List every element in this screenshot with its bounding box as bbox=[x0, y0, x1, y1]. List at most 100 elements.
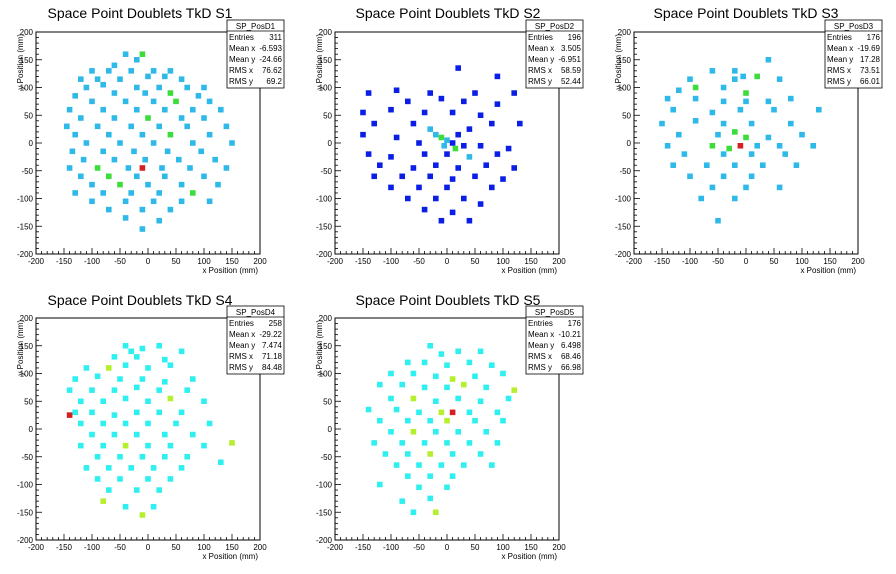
data-bin bbox=[223, 165, 230, 171]
stats-value-rms-x: 76.62 bbox=[262, 66, 283, 75]
data-bin bbox=[388, 370, 394, 377]
data-bin bbox=[494, 73, 501, 80]
data-bin bbox=[393, 462, 400, 468]
data-bin bbox=[737, 143, 744, 149]
y-tick-label: 50 bbox=[323, 397, 332, 406]
data-bin bbox=[106, 206, 112, 213]
stats-value-mean-y: -6.951 bbox=[558, 55, 581, 64]
y-tick-label: 50 bbox=[622, 111, 631, 120]
y-tick-label: 100 bbox=[618, 84, 632, 93]
data-bin bbox=[139, 131, 146, 138]
data-bin bbox=[89, 68, 95, 74]
data-bin bbox=[405, 473, 411, 479]
stats-label-mean-y: Mean y bbox=[528, 341, 554, 350]
data-bin bbox=[517, 120, 523, 127]
x-tick-label: 150 bbox=[524, 543, 538, 552]
y-tick-label: 0 bbox=[29, 425, 34, 434]
data-bin bbox=[78, 173, 84, 180]
data-bin bbox=[466, 359, 473, 366]
data-bin bbox=[156, 487, 162, 493]
data-bin bbox=[444, 137, 450, 143]
data-bin bbox=[410, 120, 417, 127]
data-bin bbox=[162, 356, 168, 363]
data-bin bbox=[78, 442, 84, 449]
x-tick-label: 150 bbox=[823, 257, 837, 266]
stats-label-rms-y: RMS y bbox=[229, 363, 253, 372]
data-bin bbox=[156, 342, 162, 349]
data-bin bbox=[715, 131, 721, 138]
data-bin bbox=[472, 173, 478, 180]
y-tick-label: -100 bbox=[316, 195, 333, 204]
data-bin bbox=[69, 148, 76, 155]
data-bin bbox=[111, 156, 118, 163]
stats-label-mean-x: Mean x bbox=[229, 44, 255, 53]
data-bin bbox=[748, 173, 755, 180]
data-bin bbox=[106, 487, 112, 493]
data-bin bbox=[709, 184, 716, 191]
data-bin bbox=[111, 354, 118, 360]
data-bin bbox=[66, 106, 73, 113]
data-bin bbox=[89, 198, 95, 205]
data-bin bbox=[66, 412, 73, 418]
data-bin bbox=[164, 148, 171, 155]
data-bin bbox=[494, 101, 501, 107]
data-bin bbox=[142, 90, 148, 96]
data-bin bbox=[89, 98, 95, 105]
x-tick-label: 50 bbox=[172, 543, 181, 552]
x-tick-label: -200 bbox=[327, 257, 344, 266]
y-tick-label: -150 bbox=[316, 222, 333, 231]
data-bin bbox=[500, 417, 506, 424]
data-bin bbox=[489, 362, 495, 368]
stats-label-entries: Entries bbox=[827, 33, 852, 42]
data-bin bbox=[100, 190, 106, 196]
stats-box: SP_PosD4 Entries 258 Mean x -29.22 Mean y 7.47… bbox=[226, 305, 285, 375]
data-bin bbox=[388, 106, 394, 113]
stats-value-entries: 176 bbox=[568, 319, 582, 328]
data-bin bbox=[176, 156, 182, 163]
stats-label-rms-y: RMS y bbox=[528, 363, 552, 372]
x-tick-label: -50 bbox=[114, 543, 126, 552]
data-bin bbox=[698, 195, 704, 202]
data-bin bbox=[94, 165, 101, 171]
data-bin bbox=[399, 381, 405, 388]
data-bin bbox=[156, 409, 162, 416]
stats-label-mean-y: Mean y bbox=[528, 55, 554, 64]
y-tick-label: 150 bbox=[618, 56, 632, 65]
data-bin bbox=[106, 173, 112, 180]
data-bin bbox=[449, 376, 456, 382]
stats-label-rms-y: RMS y bbox=[229, 77, 253, 86]
data-bin bbox=[399, 173, 405, 180]
x-tick-label: -100 bbox=[682, 257, 699, 266]
data-bin bbox=[145, 442, 151, 449]
data-bin bbox=[229, 440, 235, 446]
data-bin bbox=[709, 143, 716, 149]
data-bin bbox=[687, 173, 693, 180]
data-bin bbox=[206, 420, 213, 427]
data-bin bbox=[94, 76, 101, 82]
data-bin bbox=[377, 481, 383, 488]
data-bin bbox=[438, 217, 445, 224]
data-bin bbox=[427, 126, 433, 132]
data-bin bbox=[94, 123, 101, 130]
y-axis-label: y Position (mm) bbox=[315, 34, 324, 90]
data-bin bbox=[134, 409, 140, 416]
stats-name: SP_PosD3 bbox=[834, 22, 874, 31]
data-bin bbox=[416, 409, 422, 416]
data-bin bbox=[782, 151, 788, 157]
data-bin bbox=[765, 98, 772, 105]
data-bin bbox=[131, 148, 137, 155]
data-bin bbox=[122, 198, 129, 205]
x-tick-label: 100 bbox=[795, 257, 809, 266]
data-bin bbox=[150, 98, 157, 105]
data-bin bbox=[664, 95, 671, 102]
data-bin bbox=[72, 190, 78, 196]
x-tick-label: -200 bbox=[28, 257, 45, 266]
data-bin bbox=[737, 106, 744, 113]
data-bin bbox=[743, 134, 749, 141]
data-bin bbox=[100, 498, 106, 504]
data-bin bbox=[732, 162, 738, 168]
data-bin bbox=[444, 151, 450, 157]
data-bin bbox=[78, 115, 84, 121]
data-bin bbox=[190, 140, 196, 146]
y-tick-label: -50 bbox=[21, 167, 33, 176]
